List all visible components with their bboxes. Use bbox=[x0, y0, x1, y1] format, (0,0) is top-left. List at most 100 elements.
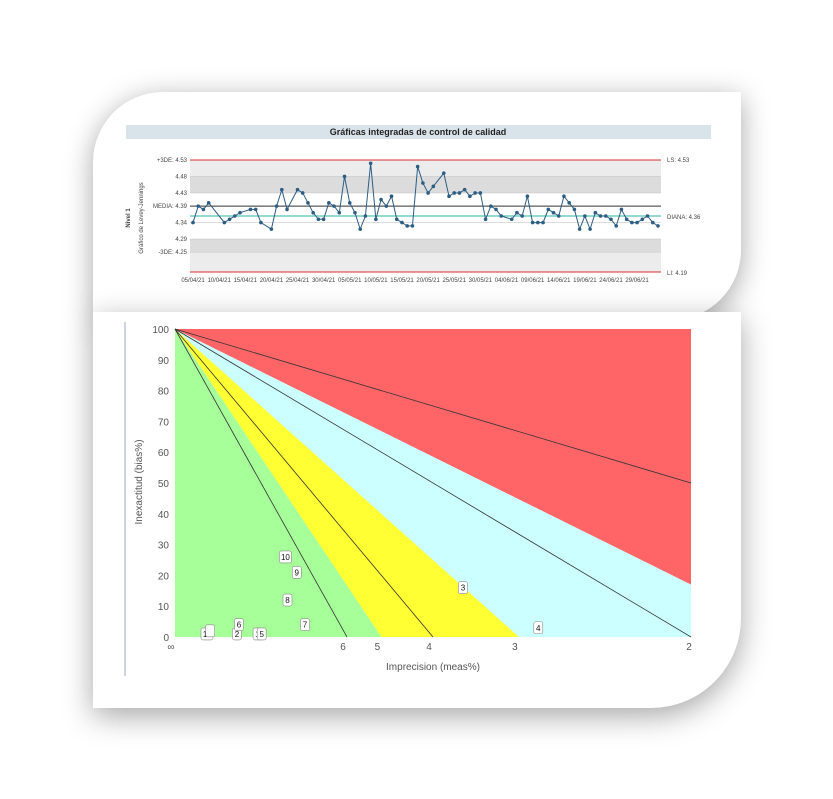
data-point bbox=[389, 194, 394, 199]
y-tick-label: 70 bbox=[158, 417, 170, 428]
data-point bbox=[394, 217, 399, 222]
data-point bbox=[567, 201, 571, 205]
sigma-line bbox=[174, 328, 692, 638]
point-label: 10 bbox=[281, 553, 290, 562]
data-point bbox=[410, 224, 415, 228]
data-point bbox=[400, 220, 404, 225]
x-tick-label: 2 bbox=[686, 642, 692, 653]
x-tick-label: 30/04/21 bbox=[312, 278, 336, 284]
data-point bbox=[363, 214, 368, 218]
levey-jennings-card: Gráficas integradas de control de calida… bbox=[93, 92, 741, 320]
y-tick-label: 80 bbox=[158, 387, 170, 398]
data-point bbox=[259, 220, 263, 225]
point-label: 7 bbox=[303, 621, 308, 630]
data-point bbox=[227, 217, 232, 222]
y-axis-label: Inexactitud (bias%) bbox=[134, 439, 145, 524]
data-point bbox=[598, 214, 603, 218]
point-box bbox=[458, 581, 468, 595]
y-tick-label: 4.43 bbox=[175, 191, 187, 197]
y-tick-label: -3DE: 4.25 bbox=[158, 250, 187, 256]
data-point bbox=[499, 214, 504, 218]
data-point bbox=[316, 217, 321, 222]
right-label-ls: LS: 4.53 bbox=[667, 158, 690, 164]
x-tick-label: 24/06/21 bbox=[599, 278, 623, 284]
x-tick-label: 25/05/21 bbox=[443, 278, 467, 284]
data-point bbox=[473, 191, 477, 195]
data-point bbox=[222, 220, 227, 225]
data-point bbox=[405, 224, 410, 228]
point-label: 9 bbox=[295, 568, 300, 577]
x-tick-label: 6 bbox=[340, 642, 346, 653]
data-point bbox=[556, 214, 561, 218]
data-point bbox=[520, 214, 524, 218]
sigma-band bbox=[190, 160, 661, 177]
data-point bbox=[483, 217, 488, 222]
y-tick-labels: 0 10 20 30 40 50 60 70 80 90 100 bbox=[152, 325, 169, 644]
y-tick-label: 100 bbox=[152, 325, 169, 336]
data-point bbox=[546, 207, 551, 212]
data-point bbox=[468, 194, 472, 199]
data-point bbox=[201, 207, 206, 212]
data-point bbox=[306, 201, 310, 205]
data-point bbox=[447, 194, 451, 199]
x-tick-label: 15/04/21 bbox=[234, 278, 258, 284]
point-label: 6 bbox=[237, 621, 242, 630]
y-tick-label: 10 bbox=[158, 602, 170, 613]
data-point bbox=[347, 201, 352, 205]
data-point bbox=[530, 220, 535, 225]
y-tick-label: 4.34 bbox=[175, 221, 187, 227]
data-point bbox=[588, 227, 592, 231]
x-tick-label: 19/06/21 bbox=[573, 278, 597, 284]
y-tick-label: 60 bbox=[158, 448, 170, 459]
data-point bbox=[337, 210, 342, 215]
point-box bbox=[291, 566, 302, 579]
data-point bbox=[379, 197, 383, 202]
x-tick-label: 3 bbox=[512, 642, 518, 653]
x-tick-label: ∞ bbox=[167, 642, 174, 653]
y-tick-label: 4.48 bbox=[175, 174, 187, 180]
sigma-band bbox=[190, 176, 661, 193]
data-point bbox=[248, 207, 253, 212]
method-point: 9 bbox=[291, 566, 302, 579]
y-label-level: Nivel 1 bbox=[126, 208, 132, 228]
point-box bbox=[282, 593, 293, 607]
y-label-chart: Gráfico de Levey-Jennings bbox=[139, 182, 145, 253]
point-label: 8 bbox=[285, 596, 290, 605]
y-tick-label: 30 bbox=[158, 541, 170, 552]
data-point bbox=[285, 207, 289, 212]
method-point: 5 bbox=[256, 627, 267, 641]
point-box bbox=[234, 618, 244, 631]
method-point: 3 bbox=[458, 581, 468, 595]
data-point bbox=[515, 210, 519, 215]
data-point bbox=[441, 171, 446, 175]
data-point bbox=[614, 224, 619, 228]
x-tick-label: 5 bbox=[375, 642, 381, 653]
chart-header-bg bbox=[126, 125, 711, 139]
point-label: 3 bbox=[461, 584, 466, 593]
data-point bbox=[384, 204, 389, 208]
y-tick-label: +3DE: 4.53 bbox=[157, 158, 188, 164]
qc-series bbox=[191, 161, 660, 231]
data-point bbox=[635, 220, 639, 225]
data-point bbox=[572, 207, 577, 212]
point-label: 5 bbox=[259, 630, 264, 639]
right-label-diana: DIANA: 4.36 bbox=[667, 215, 701, 221]
point-box bbox=[533, 621, 544, 635]
y-tick-label: 50 bbox=[158, 479, 170, 490]
data-point bbox=[321, 217, 326, 222]
data-point bbox=[457, 191, 462, 195]
sigma-lines bbox=[174, 328, 692, 638]
data-point bbox=[196, 204, 201, 208]
data-point bbox=[431, 184, 436, 189]
data-point bbox=[426, 191, 430, 195]
data-point bbox=[358, 227, 362, 231]
point-label: 2 bbox=[235, 630, 240, 639]
data-point bbox=[583, 214, 587, 218]
data-point bbox=[630, 220, 634, 225]
x-tick-label: 05/04/21 bbox=[181, 278, 205, 284]
data-point bbox=[525, 194, 530, 199]
data-point bbox=[551, 210, 556, 215]
method-point: 6 bbox=[234, 618, 244, 631]
data-point bbox=[619, 207, 624, 212]
